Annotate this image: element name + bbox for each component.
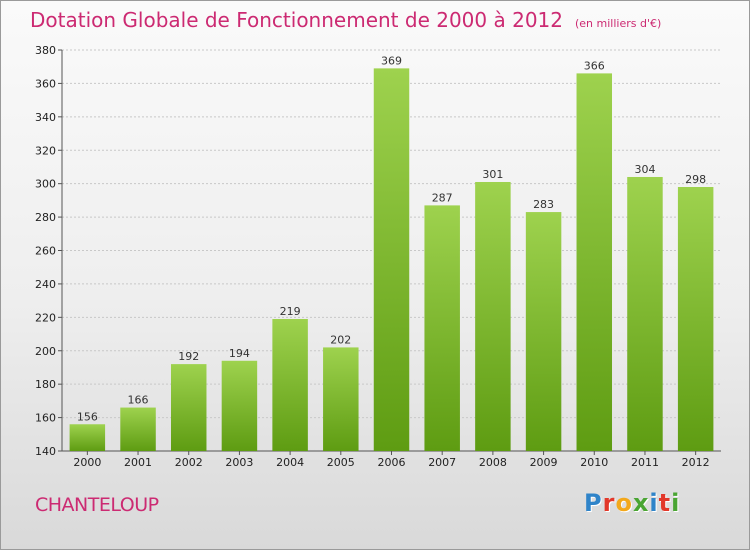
x-tick-label: 2010 [580, 456, 608, 469]
bar-value-label: 298 [685, 173, 706, 186]
bar [677, 187, 714, 451]
bar-value-label: 287 [432, 191, 453, 204]
bar [525, 212, 562, 451]
x-tick-label: 2006 [378, 456, 406, 469]
x-tick-label: 2011 [631, 456, 659, 469]
bar-value-label: 369 [381, 54, 402, 67]
x-tick-label: 2001 [124, 456, 152, 469]
bar [170, 364, 207, 451]
x-tick-label: 2005 [327, 456, 355, 469]
y-tick-label: 180 [35, 378, 56, 391]
y-tick-label: 200 [35, 345, 56, 358]
bar [373, 68, 410, 452]
y-tick-label: 300 [35, 178, 56, 191]
bar [627, 176, 663, 451]
bar [323, 347, 359, 451]
bar [120, 407, 156, 451]
bar-value-label: 202 [330, 333, 351, 346]
bar-value-label: 156 [77, 410, 98, 423]
x-tick-label: 2000 [73, 456, 101, 469]
bar-value-label: 194 [229, 347, 250, 360]
y-tick-label: 160 [35, 412, 56, 425]
bar-value-label: 192 [178, 350, 199, 363]
bar-value-label: 366 [584, 59, 605, 72]
x-tick-label: 2009 [530, 456, 558, 469]
chart-unit: (en milliers d'€) [575, 17, 662, 30]
y-tick-label: 340 [35, 111, 56, 124]
x-tick-label: 2008 [479, 456, 507, 469]
y-tick-label: 360 [35, 77, 56, 90]
proxiti-logo: Proxiti [584, 489, 681, 517]
y-tick-label: 140 [35, 445, 56, 458]
bar [475, 181, 511, 451]
y-tick-label: 260 [35, 245, 56, 258]
x-tick-label: 2012 [682, 456, 710, 469]
bar [69, 424, 106, 451]
bar [221, 360, 258, 451]
title-row: Dotation Globale de Fonctionnement de 20… [30, 8, 661, 32]
bar-value-label: 219 [280, 305, 301, 318]
bar-value-label: 166 [128, 394, 149, 407]
bar-value-label: 283 [533, 198, 554, 211]
y-tick-label: 320 [35, 144, 56, 157]
bar-value-label: 301 [482, 168, 503, 181]
bar [272, 319, 308, 451]
place-name: CHANTELOUP [35, 494, 159, 516]
bars [69, 68, 714, 452]
x-tick-label: 2007 [428, 456, 456, 469]
y-tick-label: 240 [35, 278, 56, 291]
labels: 140 160 180 200 220 240 260 280 300 320 340 360 380 1… [35, 44, 710, 469]
chart-title: Dotation Globale de Fonctionnement de 20… [30, 8, 563, 32]
y-tick-label: 220 [35, 311, 56, 324]
x-tick-label: 2004 [276, 456, 304, 469]
bar [424, 205, 460, 451]
bar [576, 73, 613, 452]
x-tick-label: 2002 [175, 456, 203, 469]
x-tick-label: 2003 [225, 456, 253, 469]
y-tick-label: 380 [35, 44, 56, 57]
y-tick-label: 280 [35, 211, 56, 224]
bar-value-label: 304 [634, 163, 655, 176]
